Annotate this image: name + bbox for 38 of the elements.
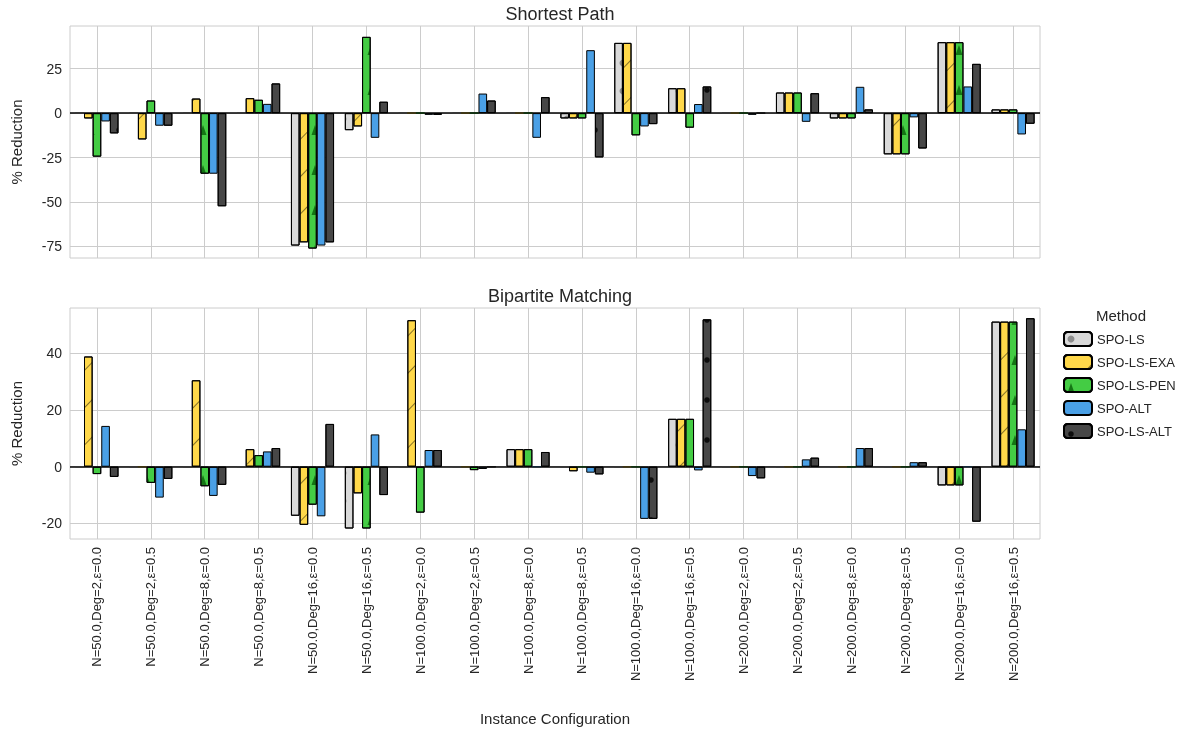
y-tick-label: -20 [41,515,63,532]
y-tick-label: -50 [41,194,63,210]
x-tick-label: N=50.0,Deg=16,ε=0.5 [358,547,374,674]
y-axis-title: % Reduction [8,99,25,185]
x-tick-label: N=200.0,Deg=8,ε=0.5 [897,547,913,674]
x-tick-label: N=50.0,Deg=8,ε=0.0 [197,547,213,667]
x-tick-label: N=50.0,Deg=8,ε=0.5 [251,547,267,667]
x-tick-label: N=100.0,Deg=2,ε=0.0 [412,547,428,674]
x-axis-title: Instance Configuration [479,710,631,727]
y-tick-label: 0 [54,105,63,122]
legend-label: SPO-LS-ALT [1097,423,1172,439]
x-tick-label: N=200.0,Deg=16,ε=0.5 [1005,547,1021,682]
y-tick-label: 40 [46,345,63,362]
y-tick-label: 20 [46,402,63,419]
x-tick-label: N=100.0,Deg=2,ε=0.5 [466,547,482,674]
x-tick-label: N=100.0,Deg=16,ε=0.0 [628,547,644,682]
chart-title: Shortest Path [505,4,615,24]
x-tick-label: N=100.0,Deg=16,ε=0.5 [682,547,698,682]
x-tick-label: N=100.0,Deg=8,ε=0.5 [574,547,590,674]
x-tick-label: N=200.0,Deg=8,ε=0.0 [843,547,859,674]
y-tick-label: -25 [41,149,63,166]
chart-title: Bipartite Matching [487,286,633,306]
x-tick-label: N=200.0,Deg=2,ε=0.5 [790,547,805,674]
x-tick-label: N=50.0,Deg=2,ε=0.0 [89,547,105,667]
x-tick-label: N=50.0,Deg=2,ε=0.5 [143,547,159,667]
legend-label: SPO-LS-PEN [1097,377,1176,393]
y-axis-title: % Reduction [8,380,25,467]
legend-label: SPO-ALT [1097,400,1152,416]
legend-label: SPO-LS-EXA [1097,354,1176,370]
y-tick-label: 0 [54,458,63,475]
y-tick-label: 25 [46,60,63,77]
x-tick-label: N=200.0,Deg=16,ε=0.0 [951,547,967,682]
x-tick-label: N=100.0,Deg=8,ε=0.0 [520,547,536,674]
y-tick-label: -75 [41,238,63,255]
legend-label: SPO-LS [1097,331,1146,347]
legend-title: Method [1095,307,1147,324]
x-tick-label: N=50.0,Deg=16,ε=0.0 [305,547,320,674]
x-tick-label: N=200.0,Deg=2,ε=0.0 [736,547,752,674]
